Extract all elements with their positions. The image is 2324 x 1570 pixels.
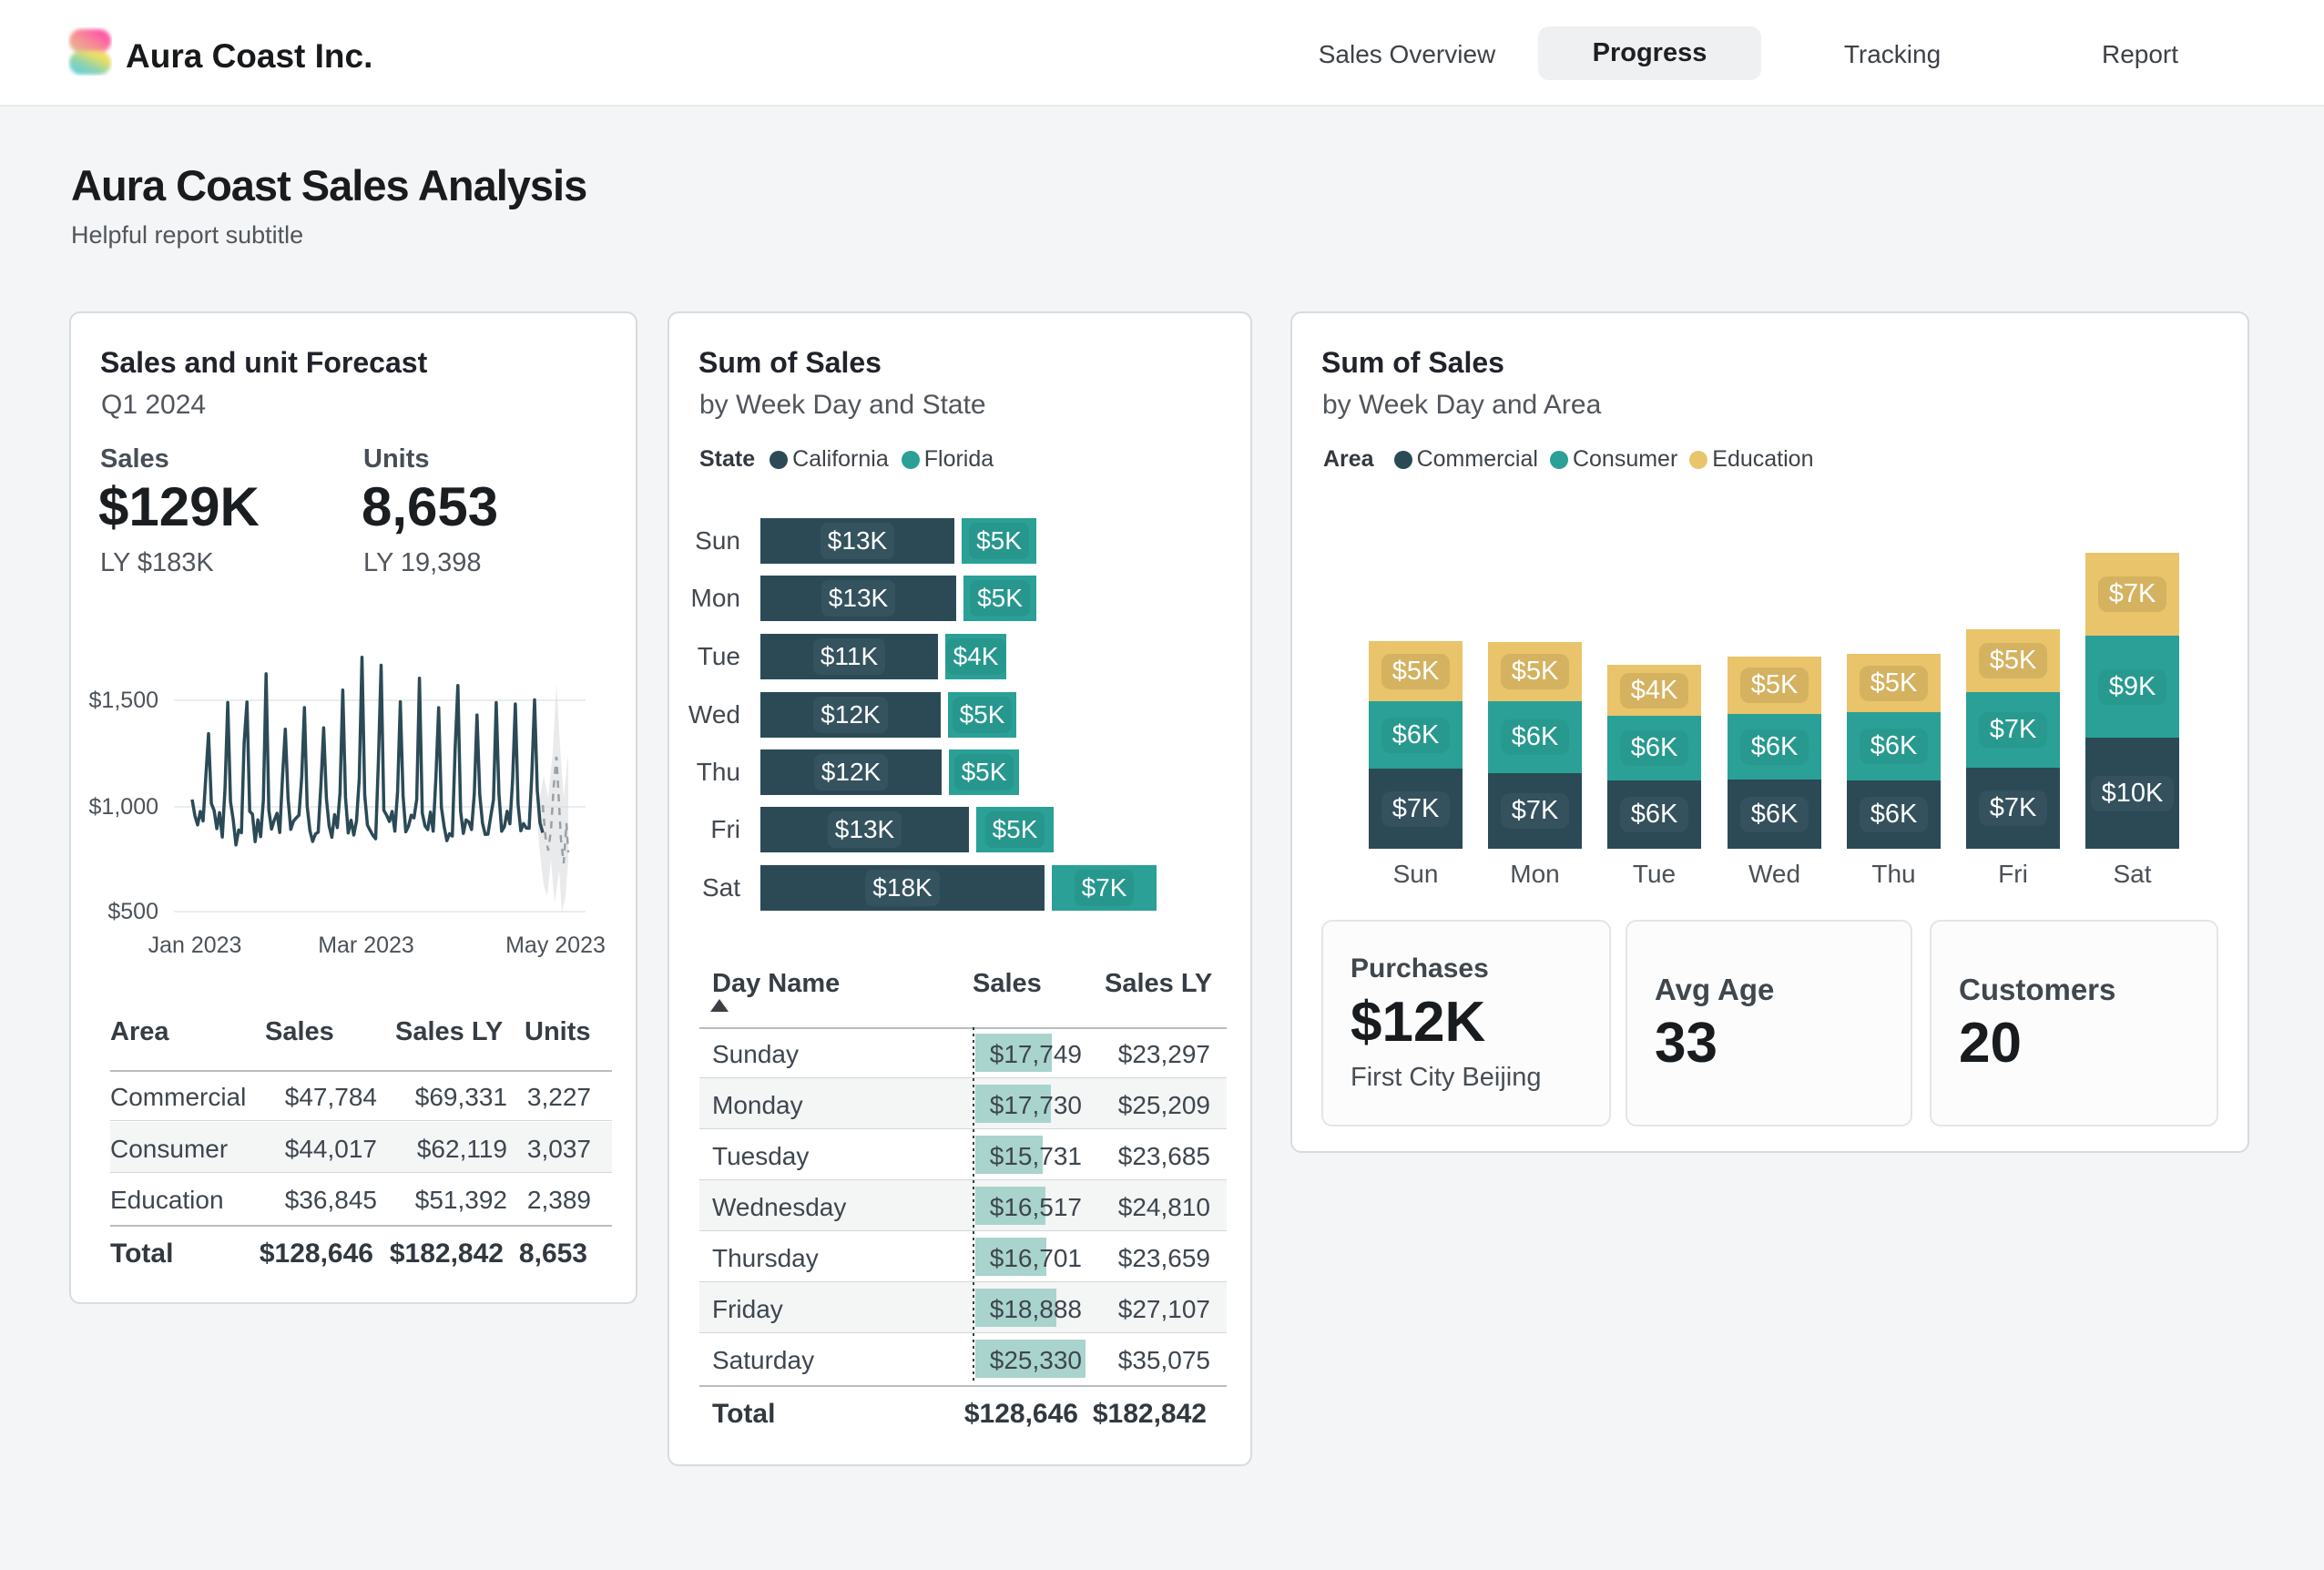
svg-text:Mar 2023: Mar 2023	[318, 933, 414, 958]
svg-text:$1,000: $1,000	[89, 794, 158, 820]
svg-text:$1,500: $1,500	[89, 688, 158, 713]
svg-text:Jan 2023: Jan 2023	[148, 933, 242, 958]
svg-text:$500: $500	[107, 899, 158, 924]
svg-text:May 2023: May 2023	[505, 933, 606, 958]
